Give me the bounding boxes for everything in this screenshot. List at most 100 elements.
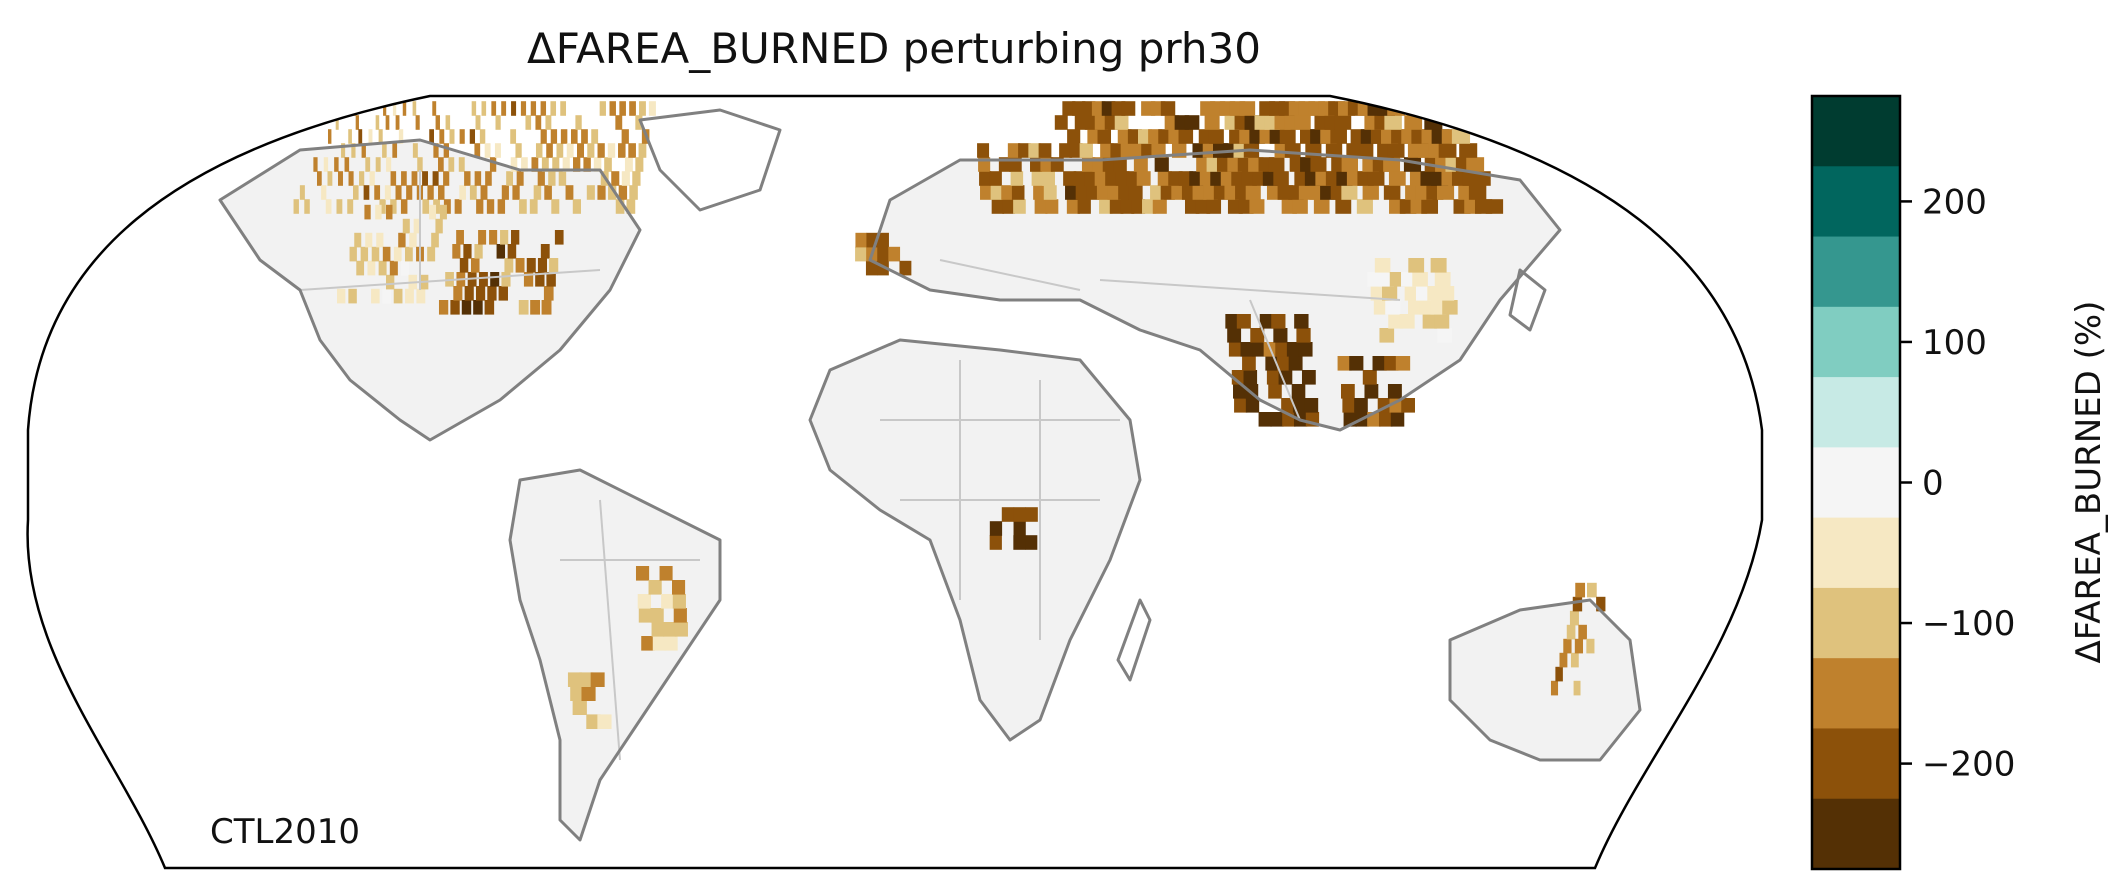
- grid-cell: [1277, 356, 1291, 371]
- grid-cell: [1013, 521, 1026, 536]
- coast-australia: [1448, 598, 1642, 762]
- grid-cell: [575, 115, 582, 130]
- grid-cell: [510, 129, 517, 144]
- colorbar-tick-label: 200: [1922, 182, 1987, 222]
- grid-cell: [1451, 129, 1471, 144]
- grid-cell: [562, 157, 570, 172]
- grid-cell: [1245, 398, 1260, 413]
- grid-cell: [1341, 157, 1359, 172]
- grid-cell: [449, 129, 455, 144]
- grid-cell: [1074, 115, 1088, 130]
- colorbar-bin: [1812, 798, 1900, 870]
- grid-cell: [521, 157, 528, 172]
- grid-cell: [540, 244, 550, 259]
- grid-cell: [1466, 157, 1485, 172]
- grid-cell: [1364, 384, 1379, 399]
- grid-cell: [1387, 143, 1405, 158]
- grid-cell: [367, 260, 376, 276]
- grid-cell: [1271, 314, 1286, 329]
- grid-cell: [1301, 370, 1316, 385]
- grid-cell: [433, 199, 440, 214]
- colorbar-tick-label: 100: [1922, 323, 1987, 363]
- grid-cell: [1384, 115, 1402, 130]
- grid-cell: [991, 199, 1005, 214]
- grid-cell: [351, 143, 356, 158]
- grid-cell: [989, 521, 1003, 536]
- grid-cell: [439, 204, 447, 220]
- grid-cell: [1292, 199, 1308, 214]
- grid-cell: [1335, 199, 1352, 214]
- grid-cell: [427, 185, 434, 200]
- grid-cell: [550, 129, 558, 144]
- grid-cell: [544, 185, 552, 200]
- grid-cell: [523, 272, 534, 287]
- grid-cell: [579, 672, 594, 687]
- grid-cell: [501, 272, 511, 287]
- grid-cell: [629, 101, 636, 116]
- grid-cell: [1136, 171, 1151, 186]
- grid-cell: [365, 232, 373, 248]
- grid-cell: [548, 171, 556, 186]
- grid-cell: [1384, 356, 1399, 371]
- grid-cell: [490, 272, 500, 287]
- grid-cell: [355, 115, 359, 130]
- grid-cell: [323, 157, 329, 172]
- grid-cell: [1154, 157, 1169, 172]
- grid-cell: [1225, 314, 1240, 329]
- grid-cell: [515, 143, 522, 158]
- grid-cell: [1294, 314, 1309, 329]
- region-central-africa: [989, 507, 1038, 550]
- grid-cell: [1385, 300, 1401, 315]
- grid-cell: [1356, 143, 1374, 158]
- grid-cell: [1373, 300, 1389, 315]
- grid-cell: [422, 199, 430, 214]
- land-south-america: [510, 470, 720, 840]
- grid-cell: [1013, 535, 1026, 550]
- grid-cell: [385, 274, 395, 290]
- grid-cell: [1383, 185, 1401, 200]
- grid-cell: [1042, 171, 1056, 186]
- map-panel: [26, 94, 1764, 870]
- grid-cell: [1340, 384, 1355, 399]
- grid-cell: [672, 580, 686, 595]
- grid-cell: [550, 101, 557, 116]
- grid-cell: [1459, 143, 1478, 158]
- grid-cell: [1131, 199, 1146, 214]
- grid-cell: [402, 218, 410, 234]
- grid-cell: [651, 622, 665, 637]
- grid-cell: [1388, 314, 1404, 329]
- grid-cell: [1007, 143, 1021, 158]
- grid-cell: [469, 129, 476, 144]
- colorbar-label: ΔFAREA_BURNED (%): [2069, 301, 2109, 664]
- grid-cell: [325, 199, 332, 214]
- grid-cell: [530, 101, 537, 116]
- grid-cell: [1349, 356, 1364, 371]
- grid-cell: [1586, 638, 1595, 654]
- grid-cell: [566, 143, 574, 158]
- grid-cell: [412, 143, 418, 158]
- grid-cell: [1107, 185, 1122, 200]
- grid-cell: [570, 686, 585, 701]
- grid-cell: [1381, 286, 1398, 301]
- grid-cell: [378, 129, 383, 144]
- grid-cell: [546, 272, 556, 287]
- grid-cell: [453, 286, 463, 301]
- grid-cell: [348, 288, 357, 304]
- grid-cell: [1018, 143, 1031, 158]
- grid-cell: [1426, 101, 1445, 116]
- grid-cell: [359, 171, 365, 186]
- grid-cell: [393, 288, 403, 304]
- grid-cell: [888, 246, 901, 262]
- grid-cell: [337, 288, 346, 304]
- grid-cell: [1485, 199, 1504, 214]
- grid-cell: [637, 594, 652, 609]
- grid-cell: [382, 288, 392, 304]
- grid-cell: [1073, 171, 1087, 186]
- grid-cell: [1555, 666, 1563, 682]
- grid-cell: [1273, 328, 1288, 343]
- grid-cell: [491, 101, 497, 116]
- grid-cell: [556, 143, 564, 158]
- grid-cell: [1266, 370, 1281, 385]
- grid-cell: [405, 288, 414, 304]
- grid-cell: [489, 230, 498, 245]
